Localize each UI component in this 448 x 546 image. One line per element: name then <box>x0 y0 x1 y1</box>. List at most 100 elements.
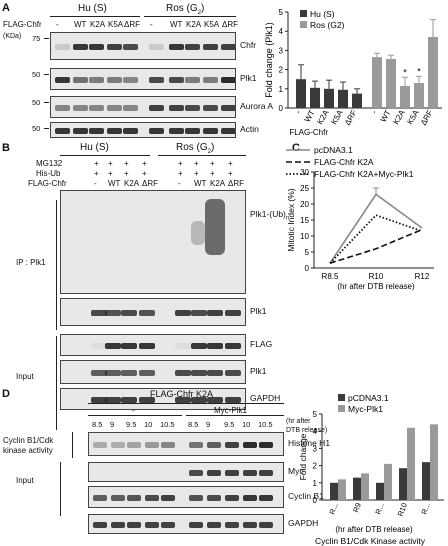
a-blot-label: Aurora A <box>240 101 274 111</box>
b-row-value: + <box>210 159 215 168</box>
d-band <box>111 495 125 501</box>
a-band <box>221 128 235 134</box>
b-row-value: + <box>94 169 99 178</box>
d-group-myc: Myc-Plk1 <box>214 406 247 415</box>
b-row-value: + <box>178 159 183 168</box>
d-band <box>243 495 257 501</box>
b-row-value: + <box>142 159 147 168</box>
a-band <box>185 77 200 83</box>
a-band <box>55 105 70 111</box>
a-blot-0 <box>50 32 236 60</box>
b-row-value: + <box>228 169 233 178</box>
c-ytick-label: 15 <box>300 216 309 225</box>
a-bar <box>310 87 320 108</box>
c-series-line <box>329 193 423 264</box>
a-group-ros: Ros (G2) <box>166 3 205 17</box>
a-band <box>123 128 138 134</box>
a-ytick-label: 5 <box>279 8 284 17</box>
a-legend-swatch <box>300 21 307 28</box>
d-band <box>207 470 221 476</box>
b-band <box>191 343 207 349</box>
d-band <box>189 470 203 476</box>
a-mw-label: 75 <box>32 34 41 43</box>
d-band <box>161 495 175 501</box>
d-ytick-label: 2 <box>313 462 318 471</box>
b-blot-label: Plk1 <box>250 306 267 316</box>
a-band <box>221 105 235 111</box>
b-band <box>175 343 191 349</box>
d-blot-2 <box>88 486 284 508</box>
a-band <box>73 44 88 50</box>
a-band <box>73 77 88 83</box>
b-band <box>121 310 137 316</box>
a-bar <box>428 36 438 108</box>
d-blot-0 <box>88 432 284 456</box>
a-band <box>149 128 164 134</box>
a-xlabel: FLAG-Chfr <box>289 128 328 137</box>
a-band <box>149 44 164 50</box>
a-band <box>169 105 184 111</box>
a-mw-tick <box>44 38 49 39</box>
a-mw-label: 50 <box>32 70 41 79</box>
b-row-value: - <box>94 179 97 188</box>
a-band <box>123 105 138 111</box>
d-band <box>259 442 273 448</box>
d-legend-swatch <box>338 405 345 412</box>
a-lane-label: WT <box>74 20 87 29</box>
b-blot-4 <box>60 388 246 410</box>
b-band <box>121 343 137 349</box>
b-group-ros: Ros (G2) <box>176 142 215 156</box>
a-ytick-label: 1 <box>279 85 284 94</box>
c-legend-label: FLAG-Chfr K2A <box>314 157 374 167</box>
d-time: 8.5 <box>188 420 199 429</box>
a-xtick-label: ΔRF <box>343 108 359 126</box>
c-ytick-label: 10 <box>300 232 309 241</box>
b-row-value: + <box>108 169 113 178</box>
d-bar <box>407 427 415 500</box>
d-band <box>111 442 125 448</box>
a-bar <box>372 57 382 108</box>
d-bar <box>430 424 438 500</box>
a-band <box>55 44 70 50</box>
b-row-value: + <box>194 169 199 178</box>
b-blot-3 <box>60 360 246 384</box>
panel-b-letter: B <box>2 142 10 154</box>
a-lane-label: ΔRF <box>222 20 239 29</box>
a-band <box>203 77 218 83</box>
d-band <box>243 442 257 448</box>
d-xtick-label: R... <box>327 502 339 516</box>
b-smear-faint <box>191 221 205 245</box>
b-band <box>139 343 155 349</box>
a-ytick-label: 3 <box>279 46 284 55</box>
d-blot-1 <box>88 462 284 482</box>
b-row-value: + <box>178 169 183 178</box>
a-band <box>185 105 200 111</box>
b-band <box>175 370 191 376</box>
c-legend-label: pcDNA3.1 <box>314 145 353 155</box>
d-blot-3 <box>88 514 284 534</box>
d-time-note-2: DTB release) <box>286 427 328 434</box>
d-time: 9 <box>206 420 211 429</box>
a-lane-label: K2A <box>186 20 202 29</box>
a-xtick-label: K2A <box>391 108 407 126</box>
d-band <box>243 522 257 528</box>
d-band <box>93 442 107 448</box>
c-series-line <box>329 214 423 264</box>
d-band <box>243 470 257 476</box>
b-band <box>91 343 107 349</box>
b-band <box>91 397 107 403</box>
a-blot-label: Actin <box>240 124 259 134</box>
b-blot-0 <box>60 190 246 294</box>
a-xtick-label: ΔRF <box>419 108 435 126</box>
d-band <box>145 495 159 501</box>
b-band <box>225 343 241 349</box>
d-band <box>189 442 203 448</box>
b-band <box>175 397 191 403</box>
a-blot-label: Plk1 <box>240 73 257 83</box>
a-band <box>73 105 88 111</box>
panel-c-letter: C <box>292 142 300 154</box>
b-row-value: + <box>142 169 147 178</box>
b-band <box>225 397 241 403</box>
d-xlabel: (hr after DTB release) <box>335 525 413 534</box>
